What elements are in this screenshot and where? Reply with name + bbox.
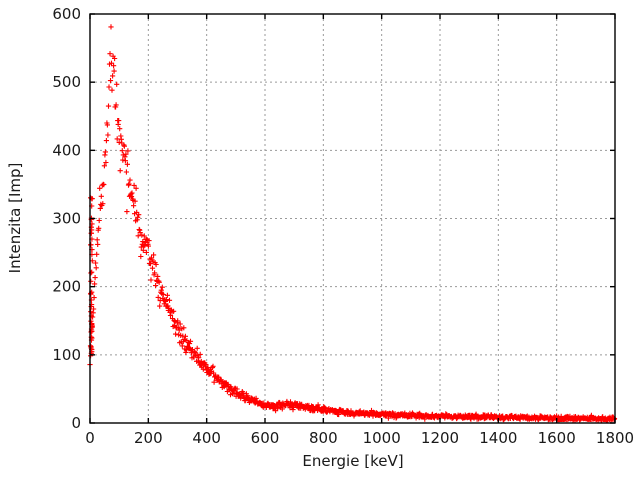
y-tick-label: 500 [52,73,81,91]
y-tick-label: 100 [52,346,81,364]
x-tick-label: 200 [134,429,163,447]
x-tick-label: 1000 [363,429,401,447]
x-tick-label: 1200 [421,429,459,447]
x-axis-title: Energie [keV] [302,452,403,470]
grid-layer [90,14,615,423]
x-tick-label: 400 [192,429,221,447]
tick-label-layer: 0 100 200 300 400 500 600 0 200 400 600 800 1000 1200… [52,5,634,447]
axis-layer [89,13,616,424]
y-tick-label: 600 [52,5,81,23]
x-tick-label: 600 [251,429,280,447]
y-tick-label: 300 [52,210,81,228]
y-tick-label: 200 [52,278,81,296]
y-axis-title: Intenzita [Imp] [6,163,24,274]
x-tick-label: 0 [85,429,95,447]
y-tick-label: 0 [71,414,81,432]
x-tick-label: 800 [309,429,338,447]
x-tick-label: 1600 [538,429,576,447]
x-tick-label: 1400 [479,429,517,447]
x-tick-label: 1800 [596,429,634,447]
y-tick-label: 400 [52,141,81,159]
